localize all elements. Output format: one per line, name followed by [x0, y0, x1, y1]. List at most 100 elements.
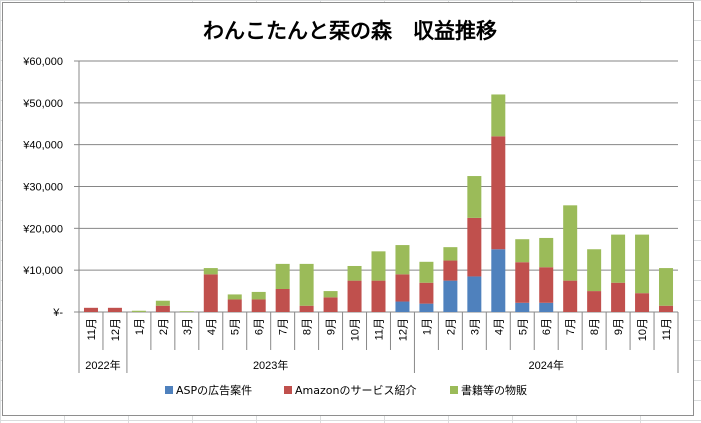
bar-segment-2 — [83, 307, 98, 312]
bar-segment-3 — [323, 291, 338, 298]
bar-segment-3 — [275, 263, 290, 289]
bar-segment-2 — [635, 293, 650, 312]
y-tick-label: ¥30,000 — [22, 182, 63, 194]
bar-segment-2 — [539, 267, 554, 303]
y-tick-label: ¥- — [52, 307, 63, 319]
bar-segment-2 — [659, 305, 674, 312]
bar-segment-3 — [635, 234, 650, 294]
bar-segment-3 — [395, 245, 410, 275]
x-tick-label: 9月 — [613, 318, 625, 335]
x-tick-label: 2月 — [158, 318, 170, 335]
bar-segment-2 — [275, 288, 290, 312]
bar-segment-2 — [419, 282, 434, 304]
bar-segment-3 — [179, 311, 194, 312]
x-tick-label: 7月 — [278, 318, 290, 335]
chart-title: わんこたんと栞の森 収益推移 — [203, 19, 497, 43]
y-tick-label: ¥10,000 — [22, 265, 63, 277]
bar-segment-2 — [587, 291, 602, 312]
y-tick-label: ¥50,000 — [22, 98, 63, 110]
legend-label: Amazonのサービス紹介 — [295, 384, 416, 397]
x-tick-label: 7月 — [565, 318, 577, 335]
x-tick-label: 11月 — [86, 318, 98, 340]
x-tick-label: 11月 — [374, 318, 386, 340]
bar-segment-3 — [347, 265, 362, 281]
bar-segment-1 — [419, 303, 434, 312]
x-axis: 11月 12月 1月 2月 3月 4月 5月 6月 7月 8月 9月 10月 11月 12月 1月 2月 3月 4… — [78, 312, 679, 373]
x-tick-label: 3月 — [182, 318, 194, 335]
bar-segment-2 — [251, 299, 266, 312]
bar-segment-2 — [395, 274, 410, 302]
bar-segment-1 — [539, 302, 554, 312]
legend-swatch — [450, 386, 458, 394]
x-tick-label: 4月 — [206, 318, 218, 335]
bar-segment-2 — [563, 280, 578, 312]
bar-segment-2 — [227, 299, 242, 312]
bar-segment-2 — [323, 297, 338, 312]
bar-segment-3 — [443, 247, 458, 261]
x-tick-label: 8月 — [589, 318, 601, 335]
x-tick-label: 9月 — [326, 318, 338, 335]
legend-swatch — [165, 386, 173, 394]
gridlines — [79, 60, 678, 313]
bar-segment-1 — [443, 280, 458, 312]
x-tick-label: 1月 — [421, 318, 433, 335]
year-group-label: 2022年 — [85, 358, 120, 372]
bar-segment-3 — [563, 205, 578, 281]
bar-segment-3 — [611, 234, 626, 283]
bar-segment-2 — [203, 274, 218, 312]
bar-segment-3 — [515, 239, 530, 263]
bar-series — [83, 94, 674, 312]
bar-segment-3 — [155, 300, 170, 306]
bar-segment-3 — [539, 237, 554, 268]
bar-segment-2 — [371, 280, 386, 312]
y-tick-label: ¥60,000 — [22, 56, 63, 68]
bar-segment-3 — [131, 310, 146, 312]
x-tick-label: 4月 — [493, 318, 505, 335]
bar-segment-2 — [467, 217, 482, 277]
bar-segment-1 — [491, 249, 506, 312]
x-tick-label: 12月 — [110, 318, 122, 341]
bar-segment-3 — [419, 261, 434, 283]
bar-segment-3 — [227, 294, 242, 300]
x-tick-label: 6月 — [254, 318, 266, 335]
bar-segment-2 — [155, 305, 170, 312]
bar-segment-1 — [467, 276, 482, 312]
y-axis-ticks: ¥- ¥10,000 ¥20,000 ¥30,000 ¥40,000 ¥50,000 ¥60… — [22, 56, 80, 319]
year-group-label: 2024年 — [528, 358, 563, 372]
bar-segment-2 — [443, 260, 458, 281]
x-tick-label: 3月 — [469, 318, 481, 335]
y-tick-label: ¥40,000 — [22, 140, 63, 152]
x-tick-label: 10月 — [350, 318, 362, 341]
bar-segment-3 — [467, 176, 482, 218]
x-tick-label: 5月 — [230, 318, 242, 335]
bar-segment-3 — [203, 268, 218, 275]
x-tick-label: 8月 — [302, 318, 314, 335]
legend-label: ASPの広告案件 — [176, 383, 252, 397]
bar-segment-3 — [491, 94, 506, 137]
bar-segment-3 — [299, 263, 314, 306]
year-group-label: 2023年 — [253, 358, 288, 372]
bar-segment-3 — [371, 251, 386, 281]
bar-segment-3 — [659, 268, 674, 306]
bar-segment-2 — [515, 262, 530, 303]
legend: ASPの広告案件 Amazonのサービス紹介 書籍等の物販 — [165, 383, 527, 397]
chart-area[interactable] — [2, 2, 694, 416]
bar-segment-2 — [299, 305, 314, 312]
x-tick-label: 12月 — [397, 318, 409, 341]
bar-segment-1 — [395, 301, 410, 312]
x-tick-label: 10月 — [637, 318, 649, 341]
legend-swatch — [284, 386, 292, 394]
bar-segment-2 — [107, 307, 122, 312]
y-tick-label: ¥20,000 — [22, 223, 63, 235]
x-tick-label: 6月 — [541, 318, 553, 335]
x-tick-label: 1月 — [134, 318, 146, 335]
bar-segment-1 — [515, 302, 530, 312]
bar-segment-3 — [587, 249, 602, 292]
bar-segment-2 — [611, 282, 626, 312]
bar-segment-3 — [251, 291, 266, 300]
bar-segment-2 — [491, 136, 506, 250]
x-tick-label: 5月 — [517, 318, 529, 335]
legend-label: 書籍等の物販 — [461, 383, 527, 397]
bar-segment-2 — [347, 280, 362, 312]
